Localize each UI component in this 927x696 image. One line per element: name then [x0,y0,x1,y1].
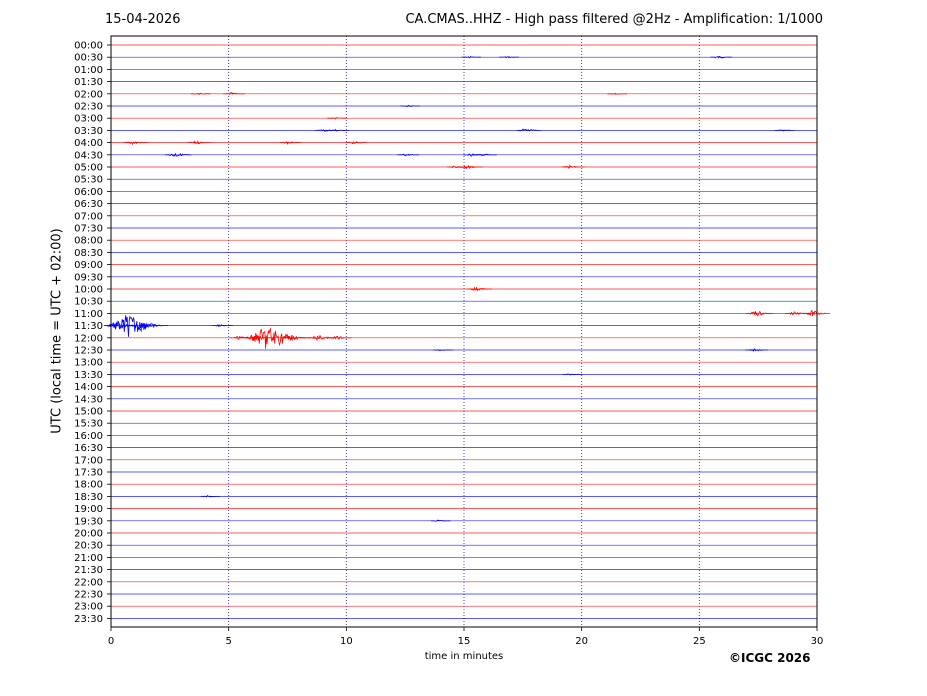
y-tick-label: 16:00 [74,431,103,442]
y-tick-label: 23:00 [74,602,103,613]
y-tick-label: 12:30 [74,346,103,357]
trace-event-1130 [211,324,234,328]
y-tick-label: 05:30 [74,175,103,186]
y-tick-label: 23:30 [74,614,103,625]
y-tick-label: 20:00 [74,529,103,540]
y-tick-label: 08:00 [74,236,103,247]
trace-event-0400 [187,140,211,145]
y-tick-label: 07:00 [74,211,103,222]
trace-event-1100 [745,311,774,317]
y-tick-label: 21:30 [74,565,103,576]
y-tick-label: 17:30 [74,468,103,479]
y-tick-label: 06:00 [74,187,103,198]
trace-event-1930 [430,519,451,522]
y-tick-label: 06:30 [74,199,103,210]
trace-event-0300 [327,117,347,120]
trace-event-0330 [774,129,795,132]
x-tick-label: 5 [225,636,231,647]
y-tick-label: 03:30 [74,126,103,137]
trace-event-0430 [164,152,192,158]
y-tick-label: 11:30 [74,321,103,332]
trace-event-1230 [433,349,453,352]
y-tick-label: 09:00 [74,260,103,271]
y-tick-label: 22:00 [74,577,103,588]
y-tick-label: 04:30 [74,150,103,161]
y-tick-label: 15:00 [74,407,103,418]
chart-date: 15-04-2026 [105,12,181,27]
y-tick-label: 17:00 [74,455,103,466]
trace-event-0500 [561,164,585,169]
y-tick-label: 19:00 [74,504,103,515]
trace-event-1230 [745,348,769,352]
y-tick-label: 07:30 [74,224,103,235]
x-tick-label: 0 [108,636,114,647]
trace-event-0030 [499,56,519,59]
trace-event-1200 [280,335,307,342]
y-tick-label: 02:00 [74,89,103,100]
trace-event-0200 [223,92,245,95]
trace-event-1130 [127,322,161,331]
trace-event-0430 [397,153,420,157]
y-tick-label: 04:00 [74,138,103,149]
trace-event-1830 [200,495,220,498]
y-tick-label: 15:30 [74,419,103,430]
y-tick-label: 13:00 [74,358,103,369]
y-tick-label: 20:30 [74,541,103,552]
y-tick-label: 18:00 [74,480,103,491]
trace-event-0400 [279,141,302,145]
trace-event-0330 [326,128,349,132]
y-tick-label: 13:30 [74,370,103,381]
trace-event-0030 [710,55,733,59]
x-tick-label: 30 [811,636,824,647]
y-tick-label: 08:30 [74,248,103,259]
x-tick-label: 25 [693,636,706,647]
trace-event-0330 [516,128,541,132]
trace-event-1200 [241,327,312,349]
y-tick-label: 21:00 [74,553,103,564]
y-tick-label: 10:00 [74,285,103,296]
y-tick-label: 05:00 [74,163,103,174]
trace-event-0200 [190,92,211,95]
y-tick-label: 19:30 [74,516,103,527]
trace-event-0030 [461,56,482,59]
trace-event-0500 [457,164,483,170]
x-tick-label: 10 [340,636,353,647]
trace-event-0400 [123,141,149,146]
trace-event-1000 [466,286,492,292]
trace-event-0430 [475,153,497,157]
y-tick-label: 12:00 [74,333,103,344]
copyright-text: ©ICGC 2026 [729,651,811,665]
y-tick-label: 18:30 [74,492,103,503]
y-tick-label: 03:00 [74,114,103,125]
y-tick-label: 09:30 [74,272,103,283]
y-tick-label: 01:30 [74,77,103,88]
y-tick-label: 00:00 [74,41,103,52]
trace-event-1330 [562,373,583,376]
trace-event-0200 [607,92,627,95]
y-tick-label: 00:30 [74,53,103,64]
trace-event-1100 [802,310,831,317]
plot-frame [110,35,818,628]
y-tick-label: 22:30 [74,590,103,601]
trace-event-0230 [400,104,420,108]
y-tick-label: 02:30 [74,102,103,113]
y-tick-label: 16:30 [74,443,103,454]
y-tick-label: 14:00 [74,382,103,393]
y-tick-label: 01:00 [74,65,103,76]
x-axis-label: time in minutes [424,651,504,662]
trace-event-1130 [104,315,169,337]
trace-event-1200 [328,335,352,340]
x-tick-label: 20 [575,636,588,647]
y-tick-label: 11:00 [74,309,103,320]
y-tick-label: 10:30 [74,297,103,308]
y-tick-label: 14:30 [74,394,103,405]
chart-title: CA.CMAS..HHZ - High pass filtered @2Hz -… [405,12,823,27]
x-tick-label: 15 [458,636,471,647]
trace-event-0400 [345,141,368,145]
